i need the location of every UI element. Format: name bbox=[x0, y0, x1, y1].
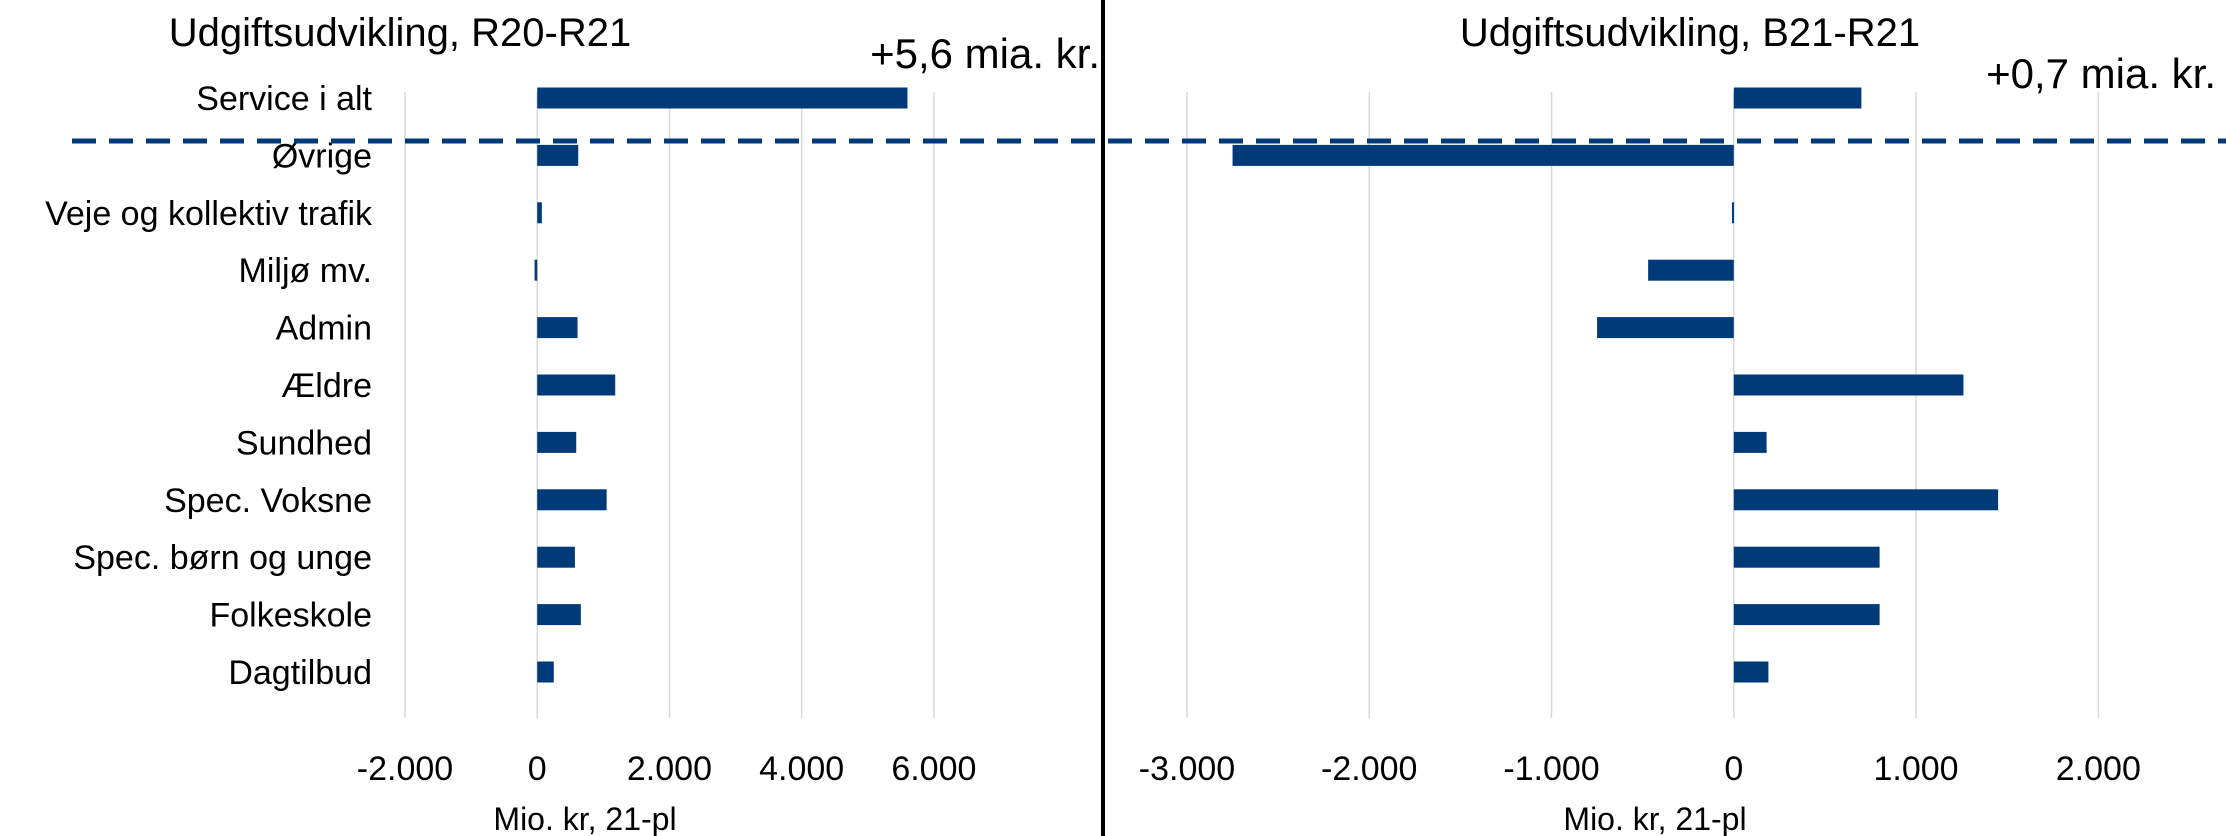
bar-right bbox=[1733, 661, 1769, 683]
x-tick-label-left: 2.000 bbox=[627, 750, 712, 788]
bar-right bbox=[1733, 489, 1999, 511]
bar-left bbox=[537, 661, 554, 683]
category-label: Dagtilbud bbox=[228, 654, 372, 692]
x-tick-label-right: 0 bbox=[1724, 750, 1743, 788]
category-label: Spec. Voksne bbox=[164, 482, 372, 520]
grid-layer bbox=[404, 92, 2100, 718]
bar-right bbox=[1731, 202, 1734, 224]
x-tick-label-right: -3.000 bbox=[1139, 750, 1235, 788]
category-label: Miljø mv. bbox=[239, 252, 372, 290]
bar-left bbox=[537, 144, 579, 166]
x-tick-label-left: 0 bbox=[528, 750, 547, 788]
bar-left bbox=[537, 431, 577, 453]
total-annotation-right: +0,7 mia. kr. bbox=[1986, 50, 2216, 97]
chart-title-left: Udgiftsudvikling, R20-R21 bbox=[169, 11, 631, 55]
chart-title-right: Udgiftsudvikling, B21-R21 bbox=[1460, 11, 1920, 55]
category-label: Ældre bbox=[281, 367, 372, 405]
category-label: Admin bbox=[276, 310, 372, 348]
bar-left bbox=[537, 87, 908, 109]
x-axis-title-left: Mio. kr, 21-pl bbox=[493, 801, 676, 836]
x-tick-label-right: -2.000 bbox=[1321, 750, 1417, 788]
bar-left bbox=[537, 546, 575, 568]
x-tick-label-right: 2.000 bbox=[2056, 750, 2141, 788]
x-tick-label-right: 1.000 bbox=[1874, 750, 1959, 788]
bar-left bbox=[537, 317, 578, 339]
category-label: Folkeskole bbox=[209, 597, 372, 635]
bar-left bbox=[537, 202, 542, 224]
x-tick-label-left: 6.000 bbox=[891, 750, 976, 788]
bar-right bbox=[1597, 317, 1734, 339]
bar-right bbox=[1648, 259, 1734, 281]
bar-left bbox=[537, 604, 581, 626]
category-label: Øvrige bbox=[272, 137, 372, 175]
total-annotation-left: +5,6 mia. kr. bbox=[870, 30, 1100, 77]
x-tick-label-right: -1.000 bbox=[1503, 750, 1599, 788]
bar-right bbox=[1733, 374, 1964, 396]
bar-right bbox=[1733, 431, 1767, 453]
bar-right bbox=[1733, 604, 1880, 626]
x-axis-title-right: Mio. kr, 21-pl bbox=[1563, 801, 1746, 836]
x-tick-label-left: -2.000 bbox=[357, 750, 453, 788]
bar-right bbox=[1232, 144, 1734, 166]
bar-left bbox=[534, 259, 538, 281]
bar-left bbox=[537, 374, 616, 396]
x-tick-label-left: 4.000 bbox=[759, 750, 844, 788]
category-label: Sundhed bbox=[236, 424, 372, 462]
label-layer: Udgiftsudvikling, R20-R21 +5,6 mia. kr. … bbox=[45, 11, 2216, 836]
bar-right bbox=[1733, 87, 1862, 109]
bar-layer bbox=[534, 87, 1999, 683]
bar-right bbox=[1733, 546, 1880, 568]
category-label: Service i alt bbox=[196, 80, 372, 118]
bar-left bbox=[537, 489, 607, 511]
category-label: Veje og kollektiv trafik bbox=[45, 195, 373, 233]
category-label: Spec. børn og unge bbox=[73, 539, 372, 577]
